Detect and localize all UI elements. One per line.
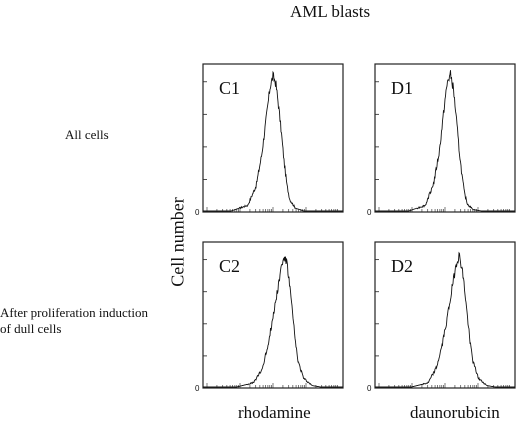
panel-d1: D1 0	[367, 63, 516, 217]
row-label-proliferation-line1: After proliferation induction	[0, 305, 149, 320]
panel-d2: D2 0	[367, 241, 516, 393]
panel-c2: C2 0	[195, 241, 344, 393]
y-zero-tick: 0	[195, 384, 200, 393]
x-axis-label-rhodamine: rhodamine	[238, 403, 311, 422]
histogram-trace	[375, 251, 515, 388]
x-axis-label-daunorubicin: daunorubicin	[410, 403, 500, 422]
y-zero-tick: 0	[367, 208, 372, 217]
panel-label: D1	[391, 78, 413, 98]
histogram-trace	[203, 256, 343, 388]
panel-c1: C1 0	[195, 63, 344, 217]
histogram-trace	[203, 70, 343, 212]
panel-label: C2	[219, 256, 240, 276]
y-zero-tick: 0	[367, 384, 372, 393]
panel-label: C1	[219, 78, 240, 98]
row-label-proliferation-line2: of dull cells	[0, 321, 62, 336]
histogram-trace	[375, 70, 515, 212]
figure-title: AML blasts	[290, 2, 371, 21]
row-label-all-cells: All cells	[65, 127, 109, 142]
y-zero-tick: 0	[195, 208, 200, 217]
panel-label: D2	[391, 256, 413, 276]
